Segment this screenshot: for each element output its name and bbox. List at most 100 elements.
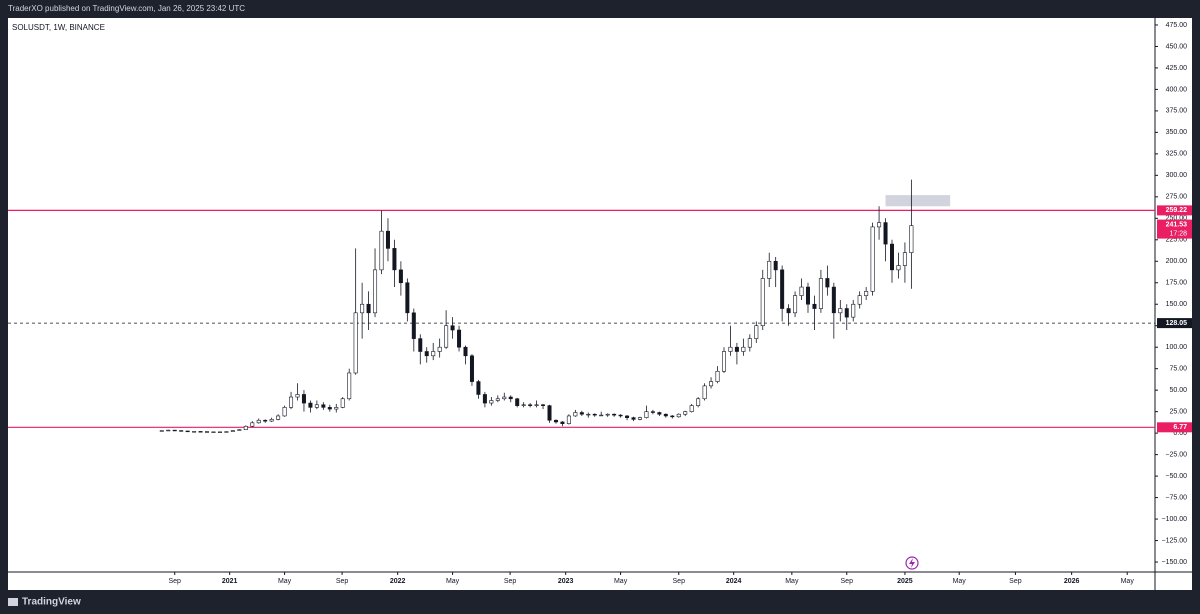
candle-body [831, 286, 836, 314]
candle-body [521, 404, 526, 406]
y-tick-label: 0.00 [1173, 430, 1187, 437]
candle-body [547, 405, 552, 421]
last-price-bg [1157, 219, 1192, 239]
y-tick-label: −150.00 [1162, 559, 1188, 566]
candle-body [805, 286, 810, 305]
candle-body [217, 431, 222, 433]
candle-body [347, 372, 352, 400]
x-tick-label: May [953, 578, 967, 585]
candle-body [812, 303, 817, 309]
candle-body [573, 412, 578, 417]
candle-body [405, 282, 410, 314]
candle-body [489, 400, 494, 404]
candle-body [269, 419, 274, 422]
x-tick-label: Sep [673, 578, 686, 585]
candle-body [721, 351, 726, 372]
candle-body [650, 411, 655, 413]
candle-body [663, 413, 668, 417]
candle-body [851, 303, 856, 318]
x-tick-label: 2022 [390, 578, 406, 585]
candle-body [786, 308, 791, 314]
candle-body [495, 398, 500, 401]
candle-body [185, 430, 190, 433]
candle-body [256, 419, 261, 424]
candle-body [754, 325, 759, 339]
candle-body [418, 338, 423, 352]
candle-body [676, 413, 681, 418]
candle-body [734, 346, 739, 352]
candle-body [502, 396, 507, 400]
candle-body [637, 417, 642, 420]
price-label: 6.77 [1173, 424, 1187, 431]
signal-icon [905, 556, 919, 570]
y-tick-label: 25.00 [1169, 408, 1187, 415]
candle-body [909, 225, 914, 253]
x-tick-label: Sep [841, 578, 854, 585]
candle-body [437, 346, 442, 352]
candle-body [205, 431, 210, 433]
y-tick-label: −100.00 [1162, 516, 1188, 523]
candle-body [457, 329, 462, 348]
candle-body [230, 430, 235, 432]
candle-body [696, 398, 701, 406]
x-tick-label: Sep [168, 578, 181, 585]
candle-body [476, 381, 481, 395]
candle-body [553, 419, 558, 423]
candle-body [314, 404, 319, 408]
candle-body [683, 411, 688, 415]
y-tick-label: 325.00 [1166, 151, 1188, 158]
y-tick-label: 450.00 [1166, 43, 1188, 50]
candle-body [340, 398, 345, 408]
candle-body [702, 385, 707, 400]
price-label-bg [1157, 318, 1192, 329]
y-tick-label: −50.00 [1165, 473, 1187, 480]
price-label-bg [1157, 205, 1192, 216]
header: TraderXO published on TradingView.com, J… [8, 4, 245, 13]
candle-body [728, 346, 733, 352]
y-tick-label: −125.00 [1162, 537, 1188, 544]
x-tick-label: 2026 [1064, 578, 1080, 585]
y-tick-label: 475.00 [1166, 22, 1188, 29]
candle-body [689, 405, 694, 412]
candle-body [618, 414, 623, 417]
candle-body [172, 429, 177, 432]
candle-body [289, 396, 294, 408]
candle-body [301, 394, 306, 404]
candle-body [760, 278, 765, 327]
y-tick-label: 150.00 [1166, 301, 1188, 308]
candle-body [838, 308, 843, 314]
candle-body [276, 415, 281, 420]
candle-body [224, 431, 229, 433]
y-tick-label: 175.00 [1166, 280, 1188, 287]
candle-body [444, 325, 449, 348]
candle-body [586, 413, 591, 416]
candle-body [605, 413, 610, 416]
candle-body [243, 425, 248, 430]
x-tick-label: May [614, 578, 628, 585]
candle-body [295, 394, 300, 398]
candle-body [625, 415, 630, 418]
candle-body [877, 222, 882, 228]
candle-body [237, 429, 242, 431]
candle-body [864, 291, 869, 296]
zone-rectangle [885, 195, 951, 207]
candle-body [599, 414, 604, 417]
candle-body [857, 295, 862, 305]
candle-body [741, 346, 746, 352]
candle-body [450, 325, 455, 331]
y-tick-label: 50.00 [1169, 387, 1187, 394]
candle-body [767, 260, 772, 279]
footer-brand: TradingView [22, 597, 81, 608]
y-tick-label: 425.00 [1166, 65, 1188, 72]
candle-body [179, 430, 184, 432]
candle-body [360, 303, 365, 314]
candle-body [657, 412, 662, 415]
candle-body [211, 431, 216, 433]
candle-body [159, 430, 164, 432]
symbol-title: SOLUSDT, 1W, BINANCE [12, 23, 105, 32]
candle-body [482, 394, 487, 404]
candle-body [644, 411, 649, 418]
price-label-bg [1157, 422, 1192, 433]
